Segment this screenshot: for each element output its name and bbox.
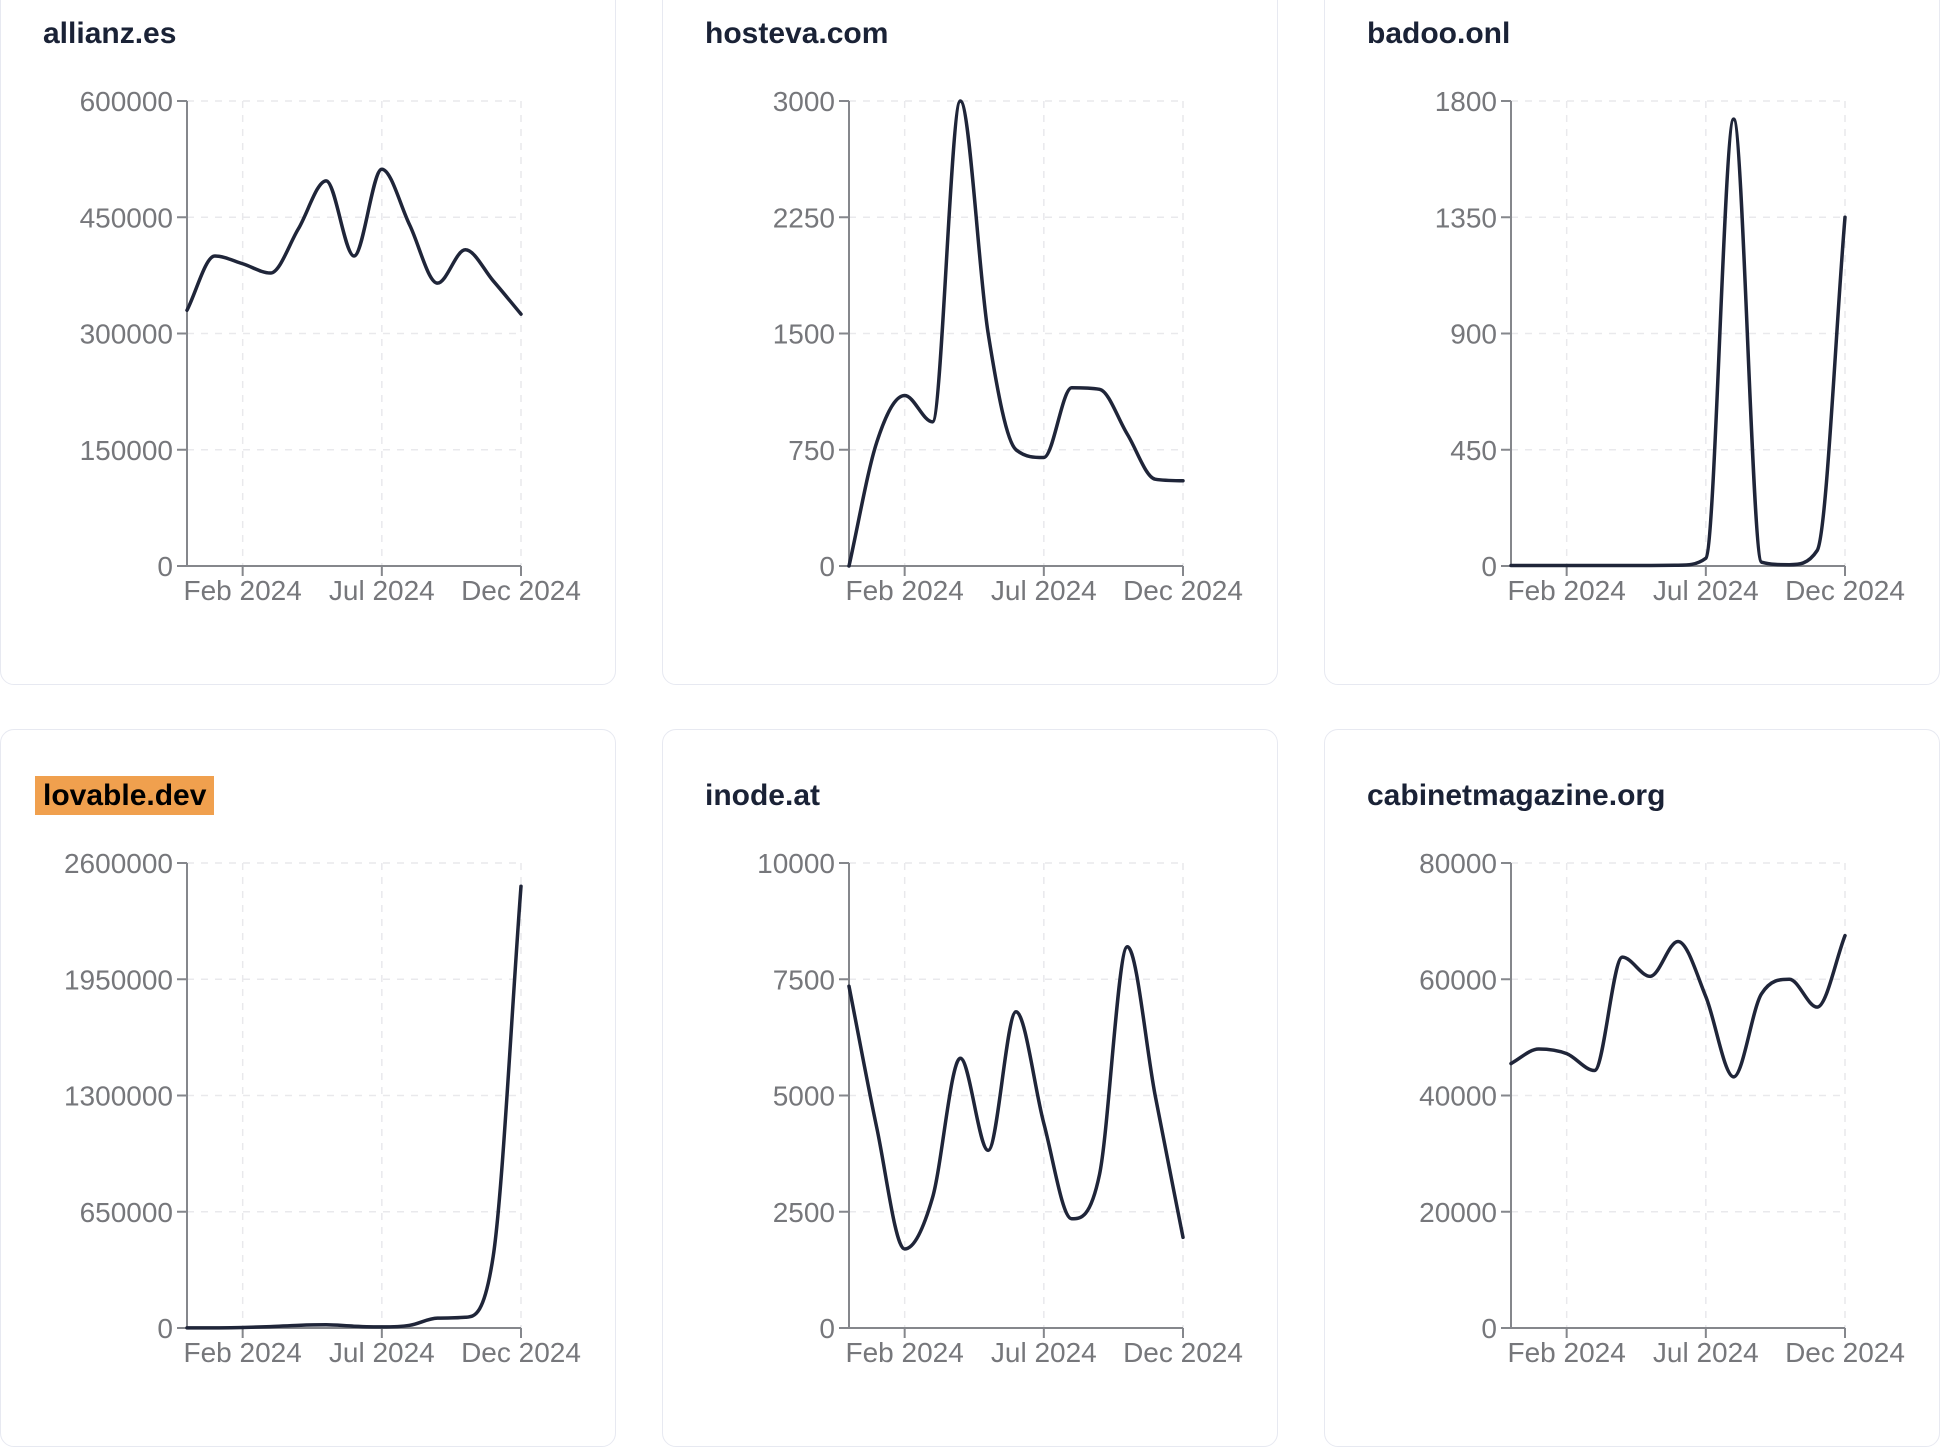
tick-labels: 0 650000 1300000 1950000 2600000 Feb 2024 Jul … bbox=[64, 848, 581, 1368]
series-line bbox=[185, 167, 523, 316]
line-chart: 0 450 900 1350 1800 Feb 2024 Jul 2024 Dec 2024 bbox=[1435, 86, 1905, 606]
tick-labels: 0 150000 300000 450000 600000 Feb 2024 Jul 202… bbox=[80, 86, 581, 606]
x-tick-label: Jul 2024 bbox=[1653, 1337, 1759, 1368]
chart-title-text: inode.at bbox=[705, 779, 821, 812]
axes bbox=[1501, 100, 1846, 576]
series-line bbox=[847, 99, 1185, 568]
y-tick-label: 150000 bbox=[80, 435, 173, 466]
y-tick-label: 0 bbox=[157, 1313, 173, 1344]
chart-title-text: allianz.es bbox=[43, 17, 177, 50]
x-tick-label: Feb 2024 bbox=[184, 575, 302, 606]
y-tick-label: 0 bbox=[819, 551, 835, 582]
chart-card-badoo-onl: badoo.onl 0 450 900 1350 1800 Feb 2024 Jul 202… bbox=[1324, 0, 1940, 685]
tick-labels: 0 750 1500 2250 3000 Feb 2024 Jul 2024 Dec 2024 bbox=[773, 86, 1243, 606]
x-tick-label: Dec 2024 bbox=[461, 1337, 581, 1368]
axes bbox=[839, 862, 1184, 1338]
x-tick-label: Dec 2024 bbox=[461, 575, 581, 606]
y-tick-label: 650000 bbox=[80, 1197, 173, 1228]
x-tick-label: Dec 2024 bbox=[1123, 575, 1243, 606]
x-tick-label: Jul 2024 bbox=[991, 1337, 1097, 1368]
y-tick-label: 1800 bbox=[1435, 86, 1497, 117]
chart-title: badoo.onl bbox=[1367, 16, 1510, 52]
x-tick-label: Jul 2024 bbox=[329, 575, 435, 606]
gridlines bbox=[187, 100, 522, 566]
y-tick-label: 450000 bbox=[80, 202, 173, 233]
series-line bbox=[185, 884, 523, 1330]
axes bbox=[1501, 862, 1846, 1338]
chart-card-cabinetmagazine-org: cabinetmagazine.org 0 20000 40000 60000 8000… bbox=[1324, 729, 1940, 1447]
y-tick-label: 1500 bbox=[773, 319, 835, 350]
chart-title: cabinetmagazine.org bbox=[1367, 778, 1665, 814]
chart-card-lovable-dev: lovable.dev 0 650000 1300000 1950000 2600000… bbox=[0, 729, 616, 1447]
axes bbox=[839, 100, 1184, 576]
line-chart: 0 2500 5000 7500 10000 Feb 2024 Jul 2024 Dec 20… bbox=[757, 848, 1243, 1368]
chart-title-text: hosteva.com bbox=[705, 17, 889, 50]
gridlines bbox=[1511, 100, 1846, 566]
y-tick-label: 3000 bbox=[773, 86, 835, 117]
y-tick-label: 1300000 bbox=[64, 1081, 173, 1112]
y-tick-label: 2600000 bbox=[64, 848, 173, 879]
tick-labels: 0 20000 40000 60000 80000 Feb 2024 Jul 2024 Dec… bbox=[1419, 848, 1905, 1368]
x-tick-label: Feb 2024 bbox=[1508, 1337, 1626, 1368]
series-line bbox=[1509, 933, 1847, 1079]
series-line bbox=[1509, 117, 1847, 568]
gridlines bbox=[849, 862, 1184, 1328]
x-tick-label: Feb 2024 bbox=[1508, 575, 1626, 606]
x-tick-label: Feb 2024 bbox=[846, 1337, 964, 1368]
gridlines bbox=[849, 100, 1184, 566]
chart-title: allianz.es bbox=[43, 16, 176, 52]
x-tick-label: Jul 2024 bbox=[991, 575, 1097, 606]
y-tick-label: 10000 bbox=[757, 848, 835, 879]
axes bbox=[177, 862, 522, 1338]
line-chart: 0 650000 1300000 1950000 2600000 Feb 2024 Jul … bbox=[64, 848, 581, 1368]
x-tick-label: Feb 2024 bbox=[846, 575, 964, 606]
y-tick-label: 900 bbox=[1450, 319, 1497, 350]
y-tick-label: 1350 bbox=[1435, 202, 1497, 233]
gridlines bbox=[187, 862, 522, 1328]
chart-title: hosteva.com bbox=[705, 16, 888, 52]
x-tick-label: Feb 2024 bbox=[184, 1337, 302, 1368]
chart-title-text: cabinetmagazine.org bbox=[1367, 779, 1666, 812]
chart-title: inode.at bbox=[705, 778, 820, 814]
gridlines bbox=[1511, 862, 1846, 1328]
x-tick-label: Dec 2024 bbox=[1785, 1337, 1905, 1368]
y-tick-label: 2250 bbox=[773, 202, 835, 233]
y-tick-label: 80000 bbox=[1419, 848, 1497, 879]
y-tick-label: 20000 bbox=[1419, 1197, 1497, 1228]
chart-title: lovable.dev bbox=[35, 776, 215, 815]
line-chart: 0 750 1500 2250 3000 Feb 2024 Jul 2024 Dec 2024 bbox=[773, 86, 1243, 606]
y-tick-label: 2500 bbox=[773, 1197, 835, 1228]
y-tick-label: 0 bbox=[1481, 1313, 1497, 1344]
tick-labels: 0 2500 5000 7500 10000 Feb 2024 Jul 2024 Dec 20… bbox=[757, 848, 1243, 1368]
chart-card-inode-at: inode.at 0 2500 5000 7500 10000 Feb 2024 Jul 2… bbox=[662, 729, 1278, 1447]
y-tick-label: 600000 bbox=[80, 86, 173, 117]
chart-title-text-highlighted: lovable.dev bbox=[35, 776, 215, 815]
y-tick-label: 1950000 bbox=[64, 964, 173, 995]
y-tick-label: 0 bbox=[819, 1313, 835, 1344]
y-tick-label: 450 bbox=[1450, 435, 1497, 466]
y-tick-label: 750 bbox=[788, 435, 835, 466]
chart-card-allianz-es: allianz.es 0 150000 300000 450000 600000 Feb … bbox=[0, 0, 616, 685]
x-tick-label: Jul 2024 bbox=[329, 1337, 435, 1368]
y-tick-label: 5000 bbox=[773, 1081, 835, 1112]
x-tick-label: Jul 2024 bbox=[1653, 575, 1759, 606]
x-tick-label: Dec 2024 bbox=[1785, 575, 1905, 606]
series-line bbox=[847, 944, 1185, 1251]
y-tick-label: 300000 bbox=[80, 319, 173, 350]
chart-title-text: badoo.onl bbox=[1367, 17, 1511, 50]
y-tick-label: 0 bbox=[157, 551, 173, 582]
line-chart: 0 150000 300000 450000 600000 Feb 2024 Jul 202… bbox=[80, 86, 581, 606]
y-tick-label: 0 bbox=[1481, 551, 1497, 582]
y-tick-label: 40000 bbox=[1419, 1081, 1497, 1112]
line-chart: 0 20000 40000 60000 80000 Feb 2024 Jul 2024 Dec… bbox=[1419, 848, 1905, 1368]
chart-card-hosteva-com: hosteva.com 0 750 1500 2250 3000 Feb 2024 Jul … bbox=[662, 0, 1278, 685]
tick-labels: 0 450 900 1350 1800 Feb 2024 Jul 2024 Dec 2024 bbox=[1435, 86, 1905, 606]
x-tick-label: Dec 2024 bbox=[1123, 1337, 1243, 1368]
axes bbox=[177, 100, 522, 576]
y-tick-label: 60000 bbox=[1419, 964, 1497, 995]
y-tick-label: 7500 bbox=[773, 964, 835, 995]
